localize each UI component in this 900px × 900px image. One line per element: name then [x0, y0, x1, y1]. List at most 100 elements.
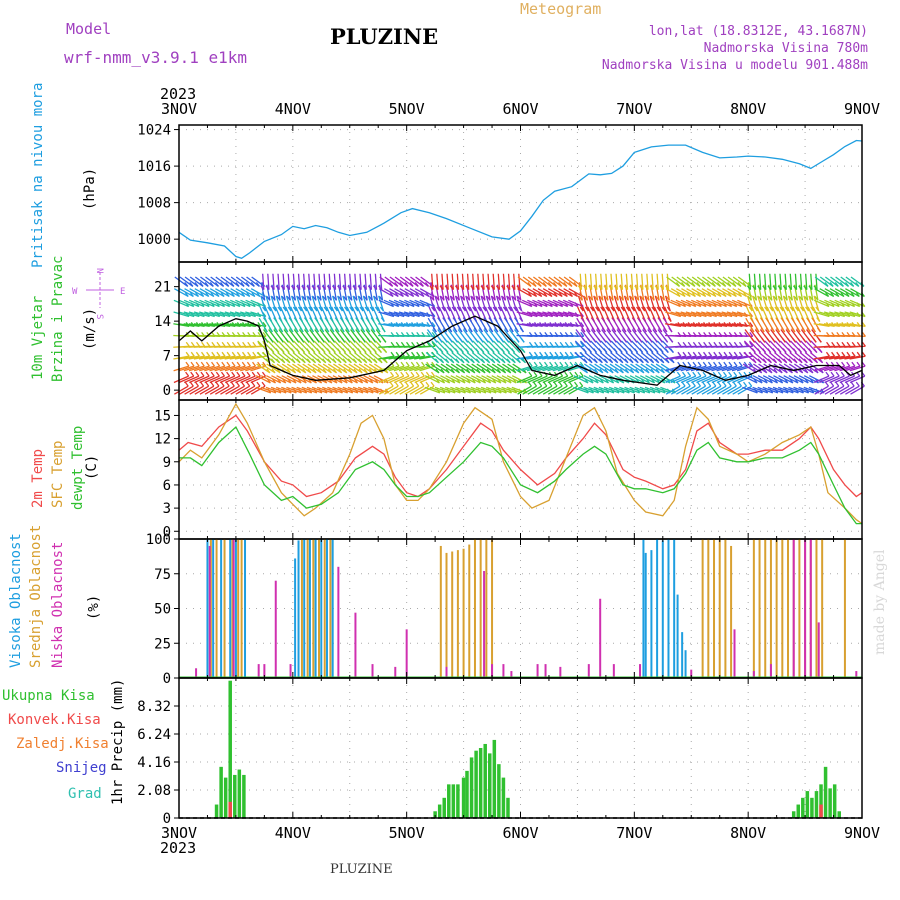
wind-barb-tick — [619, 296, 624, 301]
wind-barb-tick — [245, 282, 250, 287]
wind-barb — [455, 363, 471, 374]
wind-barb — [388, 311, 405, 318]
wind-barb — [774, 273, 777, 290]
y-tick-label: 0 — [163, 383, 171, 399]
wind-barb — [666, 273, 670, 290]
data-bar — [701, 539, 704, 678]
wind-barb-tick — [390, 341, 395, 347]
wind-barb-tick — [405, 361, 410, 367]
wind-barb — [311, 386, 328, 394]
wind-barb — [383, 311, 400, 318]
wind-barb-tick — [861, 322, 866, 327]
wind-barb-tick — [331, 337, 336, 343]
wind-barb — [834, 299, 850, 308]
data-bar — [510, 671, 513, 678]
wind-barb-tick — [424, 282, 430, 287]
wind-barb-tick — [538, 371, 543, 377]
wind-barb-tick — [358, 296, 363, 301]
wind-barb — [547, 375, 563, 384]
wind-barb-tick — [356, 337, 361, 343]
wind-barb-tick — [645, 368, 650, 374]
wind-barb — [517, 288, 532, 298]
wind-barb — [431, 273, 434, 290]
wind-barb-tick — [289, 327, 294, 333]
wind-barb-tick — [184, 282, 189, 287]
wind-barb-tick — [395, 341, 400, 347]
wind-barb — [604, 363, 619, 374]
wind-barb-tick — [549, 341, 554, 347]
wind-barb-tick — [411, 351, 416, 357]
wind-barb-tick — [722, 292, 727, 297]
wind-barb-tick — [420, 381, 425, 387]
wind-barb — [205, 276, 219, 287]
wind-barb — [470, 375, 486, 384]
wind-barb — [752, 295, 758, 312]
data-bar — [810, 797, 814, 818]
wind-barb — [173, 299, 189, 308]
wind-barb-tick — [623, 348, 628, 353]
wind-barb — [625, 363, 640, 374]
wind-barb-tick — [598, 348, 603, 353]
wind-barb-tick — [321, 285, 326, 291]
wind-barb — [255, 386, 271, 394]
wind-barb-tick — [286, 296, 291, 301]
wind-barb — [225, 385, 240, 395]
wind-barb — [388, 355, 405, 360]
wind-barb-tick — [260, 285, 265, 291]
wind-barb — [522, 276, 537, 287]
elevation-info: Nadmorska Visina 780m — [703, 41, 868, 56]
wind-barb-tick — [415, 361, 420, 367]
wind-barb-tick — [363, 358, 368, 364]
wind-barb-tick — [285, 337, 290, 343]
wind-barb-tick — [231, 371, 236, 377]
data-bar — [642, 539, 645, 678]
wind-barb-tick — [614, 358, 619, 364]
wind-barb — [399, 276, 414, 287]
y-tick-label: 0 — [163, 671, 171, 687]
wind-barb-tick — [753, 306, 758, 312]
data-bar — [815, 539, 818, 678]
wind-barb-tick — [297, 306, 302, 312]
wind-barb — [655, 386, 671, 394]
wind-barb-tick — [802, 337, 807, 343]
wind-barb — [260, 375, 276, 384]
wind-barb-tick — [301, 348, 306, 353]
wind-barb — [772, 386, 789, 394]
wind-barb-tick — [527, 282, 532, 287]
wind-barb — [757, 375, 773, 384]
wind-barb — [378, 288, 394, 298]
wind-barb-tick — [641, 306, 646, 312]
wind-barb — [322, 386, 338, 394]
wind-barb — [404, 276, 419, 287]
wind-barb-tick — [722, 282, 727, 287]
wind-barb-tick — [468, 327, 473, 333]
wind-barb-tick — [440, 296, 445, 301]
wind-barb-tick — [416, 351, 421, 357]
wind-barb — [644, 386, 661, 394]
wind-barb-tick — [359, 306, 364, 312]
wind-barb-tick — [221, 361, 226, 367]
wind-barb — [409, 365, 425, 372]
wind-barb-tick — [784, 306, 789, 312]
wind-barb — [471, 363, 486, 374]
wind-barb — [495, 295, 502, 312]
wind-barb-tick — [682, 361, 687, 367]
wind-barb — [573, 386, 589, 394]
wind-barb-tick — [573, 282, 578, 287]
wind-barb — [695, 311, 712, 318]
data-bar — [730, 545, 733, 678]
wind-barb-tick — [707, 292, 712, 297]
wind-barb-tick — [850, 292, 855, 297]
wind-barb-tick — [460, 285, 465, 291]
wind-barb — [722, 385, 737, 395]
wind-barb — [830, 276, 844, 287]
wind-barb — [727, 385, 742, 395]
wind-barb-tick — [486, 358, 491, 364]
wind-barb-tick — [563, 292, 568, 297]
wind-barb — [532, 365, 548, 372]
data-bar — [325, 539, 328, 678]
wind-barb — [173, 288, 189, 298]
wind-barb-tick — [669, 337, 674, 343]
wind-barb-tick — [301, 358, 306, 364]
